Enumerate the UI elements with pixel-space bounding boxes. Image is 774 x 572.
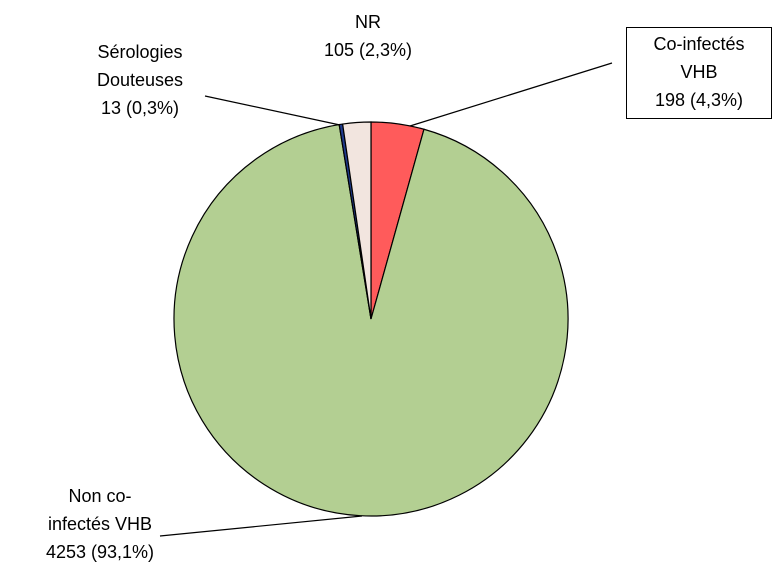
value-label: 105 (2,3%) [323,40,413,60]
category-label: NR [355,12,381,32]
leader-line [204,95,341,126]
pie-slice [341,121,372,320]
leader-line [159,515,363,537]
category-label: Non co-infectés VHB [47,486,153,534]
data-label: Co-infectés VHB 198 (4,3%) [626,27,772,119]
value-label: 198 (4,3%) [654,90,744,110]
leader-line [409,62,613,127]
category-label: Sérologies Douteuses [96,42,184,90]
data-label: Non co-infectés VHB 4253 (93,1%) [20,482,180,566]
value-label: 13 (0,3%) [100,98,180,118]
category-label: Co-infectés VHB [653,34,745,82]
data-label: Sérologies Douteuses 13 (0,3%) [60,38,220,122]
value-label: 4253 (93,1%) [45,542,155,562]
data-label: NR 105 (2,3%) [288,8,448,64]
